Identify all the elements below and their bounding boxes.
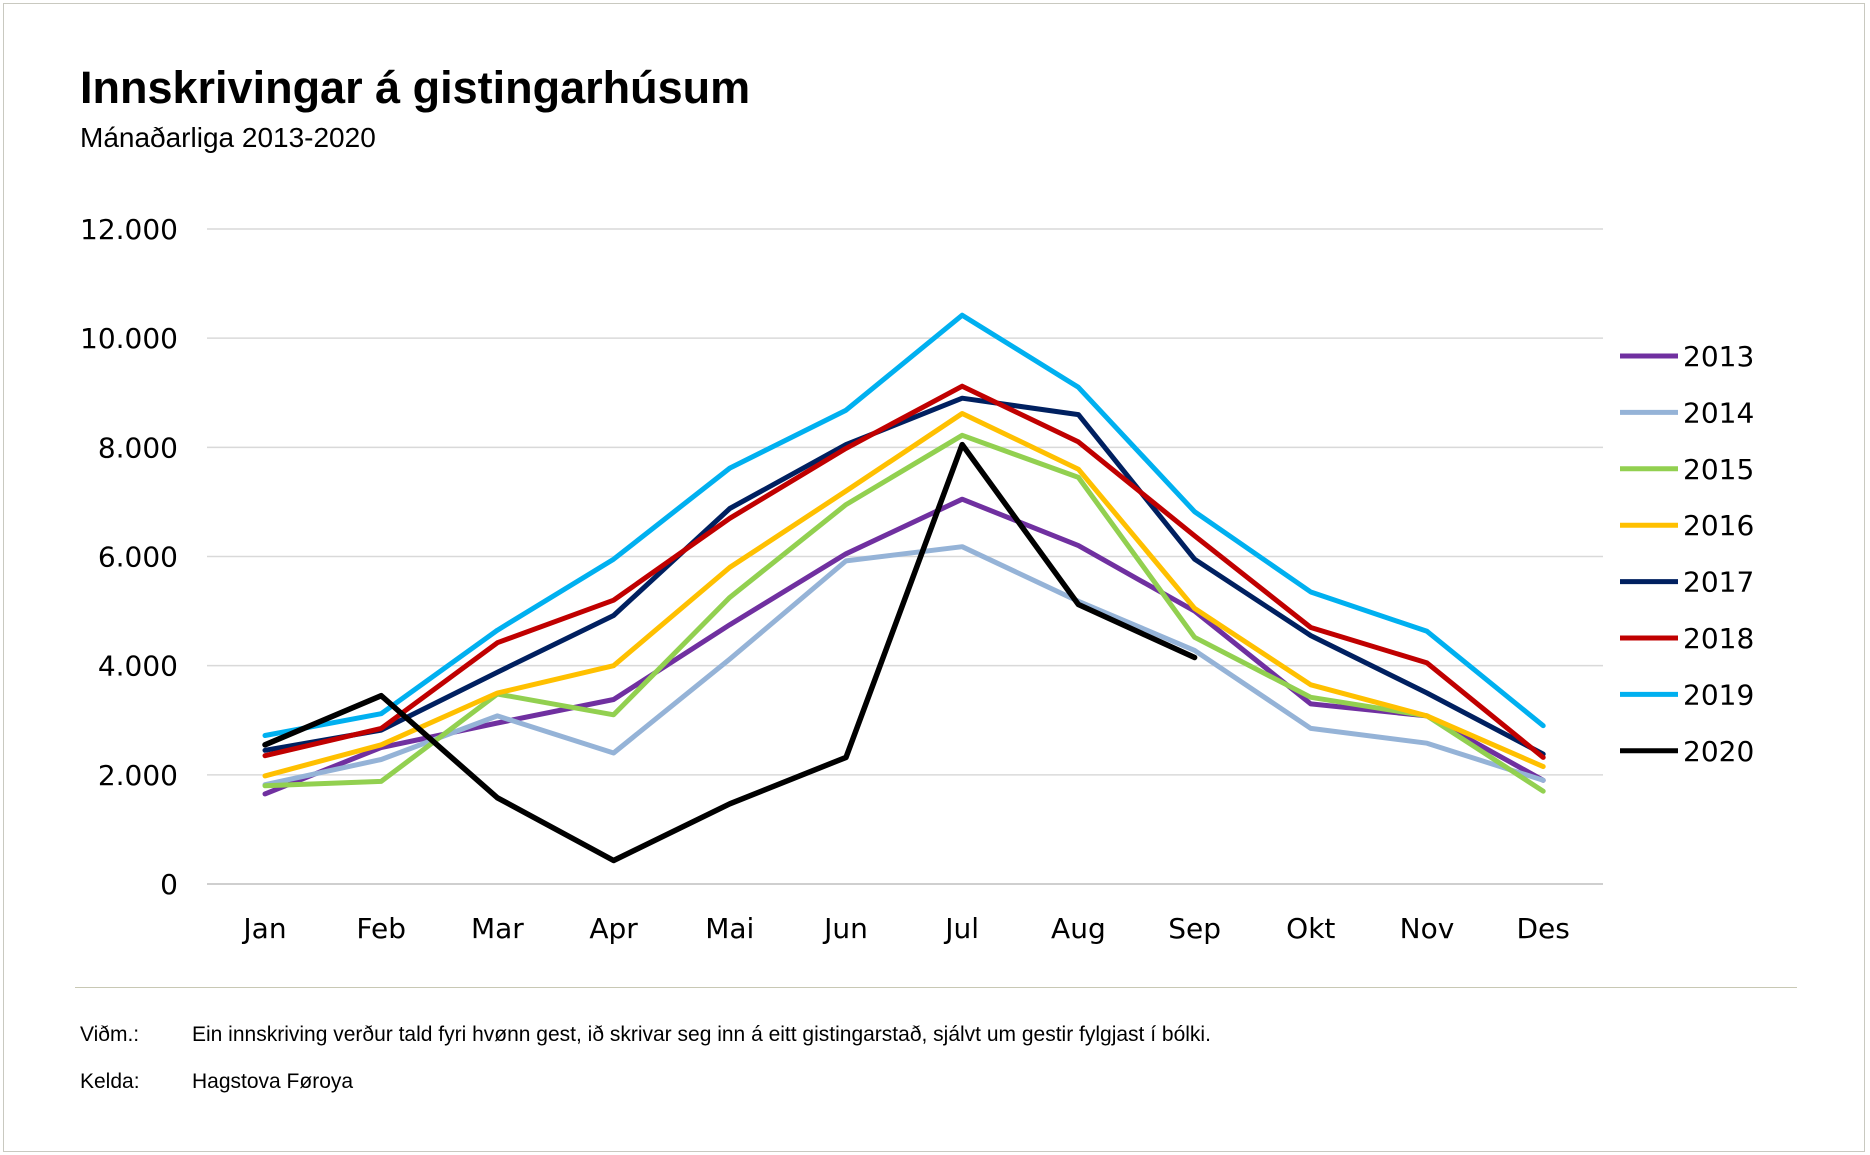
source-label: Kelda:: [80, 1070, 140, 1093]
series-line-2017: [262, 395, 1546, 757]
series-line-2013: [262, 496, 1546, 797]
legend-label-2013: 2013: [1683, 340, 1754, 373]
y-tick-label: 10.000: [80, 322, 178, 355]
x-axis-tick-labels: Jan Feb Mar Apr Mai Jun Jul Aug Sep Okt Nov Des: [241, 912, 1569, 945]
series-line-2016: [262, 411, 1546, 779]
series-line-2018: [262, 383, 1546, 760]
series-line-2014: [262, 544, 1546, 788]
y-tick-label: 8.000: [98, 431, 178, 464]
gridlines: [207, 228, 1603, 885]
y-tick-label: 0: [160, 868, 178, 901]
x-tick-label: Apr: [589, 912, 638, 945]
series-line-2020: [262, 441, 1198, 864]
legend-label-2018: 2018: [1683, 622, 1754, 655]
x-tick-label: Jan: [241, 912, 286, 945]
x-tick-label: Jun: [822, 912, 868, 945]
legend-label-2015: 2015: [1683, 453, 1754, 486]
legend-label-2017: 2017: [1683, 566, 1754, 599]
x-tick-label: Okt: [1286, 912, 1335, 945]
x-tick-label: Sep: [1168, 912, 1221, 945]
note-text: Ein innskriving verður tald fyri hvønn g…: [192, 1023, 1211, 1046]
x-tick-label: Nov: [1400, 912, 1455, 945]
series-line-2019: [262, 312, 1546, 738]
y-tick-label: 12.000: [80, 213, 178, 246]
y-tick-label: 6.000: [98, 541, 178, 574]
legend-label-2020: 2020: [1683, 735, 1754, 768]
x-tick-label: Feb: [356, 912, 406, 945]
x-tick-label: Jul: [943, 912, 979, 945]
note-label: Viðm.:: [80, 1023, 140, 1046]
x-tick-label: Mai: [705, 912, 754, 945]
chart-title: Innskrivingar á gistingarhúsum: [80, 62, 751, 113]
legend-label-2016: 2016: [1683, 509, 1754, 542]
chart-subtitle: Mánaðarliga 2013-2020: [80, 122, 376, 153]
y-tick-label: 2.000: [98, 759, 178, 792]
legend-label-2019: 2019: [1683, 678, 1754, 711]
x-tick-label: Aug: [1051, 912, 1106, 945]
x-tick-label: Mar: [471, 912, 524, 945]
source-text: Hagstova Føroya: [192, 1070, 354, 1093]
footer-divider: [75, 987, 1797, 988]
y-axis-tick-labels: 0 2.000 4.000 6.000 8.000 10.000 12.000: [80, 213, 178, 901]
legend-label-2014: 2014: [1683, 396, 1754, 429]
series-lines: [262, 312, 1546, 864]
series-line-2015: [262, 432, 1546, 794]
chart-frame: [3, 3, 1865, 1152]
x-tick-label: Des: [1517, 912, 1570, 945]
y-tick-label: 4.000: [98, 650, 178, 683]
legend: 2013 2014 2015 2016 2017 2018 2019 2020: [1620, 340, 1754, 768]
